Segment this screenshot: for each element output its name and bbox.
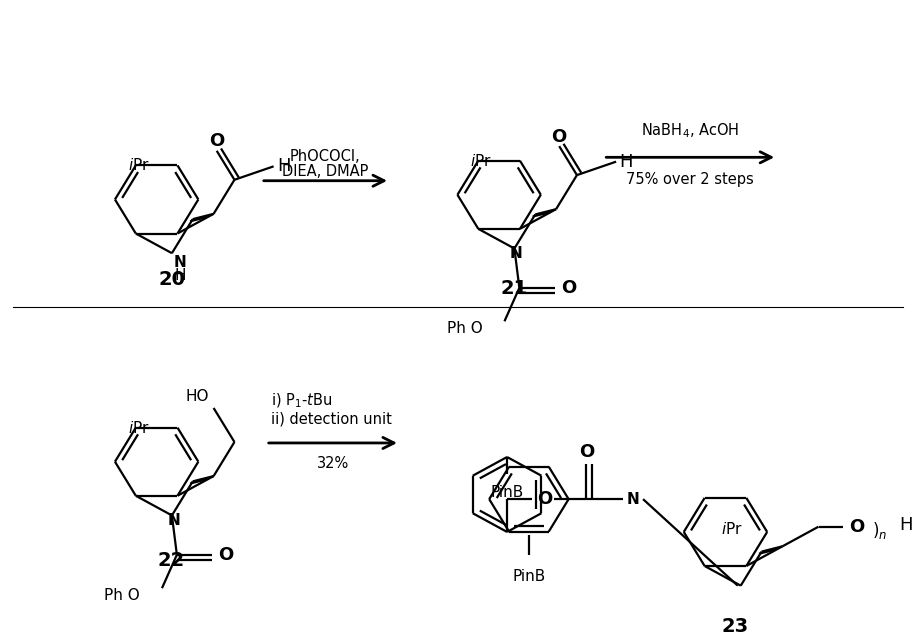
Text: O: O	[552, 128, 567, 146]
Text: H: H	[619, 153, 633, 171]
Text: 20: 20	[158, 270, 185, 289]
Text: O: O	[561, 279, 576, 297]
Text: H: H	[900, 516, 912, 534]
Text: 75% over 2 steps: 75% over 2 steps	[626, 172, 754, 187]
Text: O: O	[848, 518, 864, 536]
Text: PhOCOCl,: PhOCOCl,	[290, 149, 360, 164]
Text: O: O	[209, 132, 225, 151]
Text: HO: HO	[185, 389, 209, 404]
Text: ii) detection unit: ii) detection unit	[271, 411, 392, 426]
Text: 22: 22	[158, 551, 185, 570]
Text: N: N	[510, 246, 523, 261]
Text: O: O	[537, 490, 552, 508]
Text: Ph O: Ph O	[447, 322, 482, 336]
Text: $)_n$: $)_n$	[872, 520, 888, 541]
Text: 32%: 32%	[316, 456, 349, 471]
Text: $i$Pr: $i$Pr	[721, 522, 742, 537]
Text: PinB: PinB	[513, 570, 546, 584]
Text: H: H	[277, 158, 291, 175]
Text: N: N	[173, 255, 186, 270]
Text: O: O	[579, 443, 594, 461]
Text: N: N	[627, 492, 639, 506]
Text: O: O	[218, 546, 234, 564]
Text: 21: 21	[501, 280, 527, 299]
Text: Ph O: Ph O	[105, 588, 140, 603]
Text: i) P$_1$-$t$Bu: i) P$_1$-$t$Bu	[271, 392, 332, 410]
Text: DIEA, DMAP: DIEA, DMAP	[282, 164, 369, 179]
Text: NaBH$_4$, AcOH: NaBH$_4$, AcOH	[641, 122, 739, 141]
Text: PinB: PinB	[491, 485, 524, 500]
Text: $i$Pr: $i$Pr	[128, 420, 149, 436]
Text: H: H	[174, 268, 185, 283]
Text: 23: 23	[722, 617, 749, 633]
Text: $i$Pr: $i$Pr	[128, 158, 149, 173]
Text: N: N	[168, 513, 181, 528]
Text: $i$Pr: $i$Pr	[470, 153, 492, 169]
